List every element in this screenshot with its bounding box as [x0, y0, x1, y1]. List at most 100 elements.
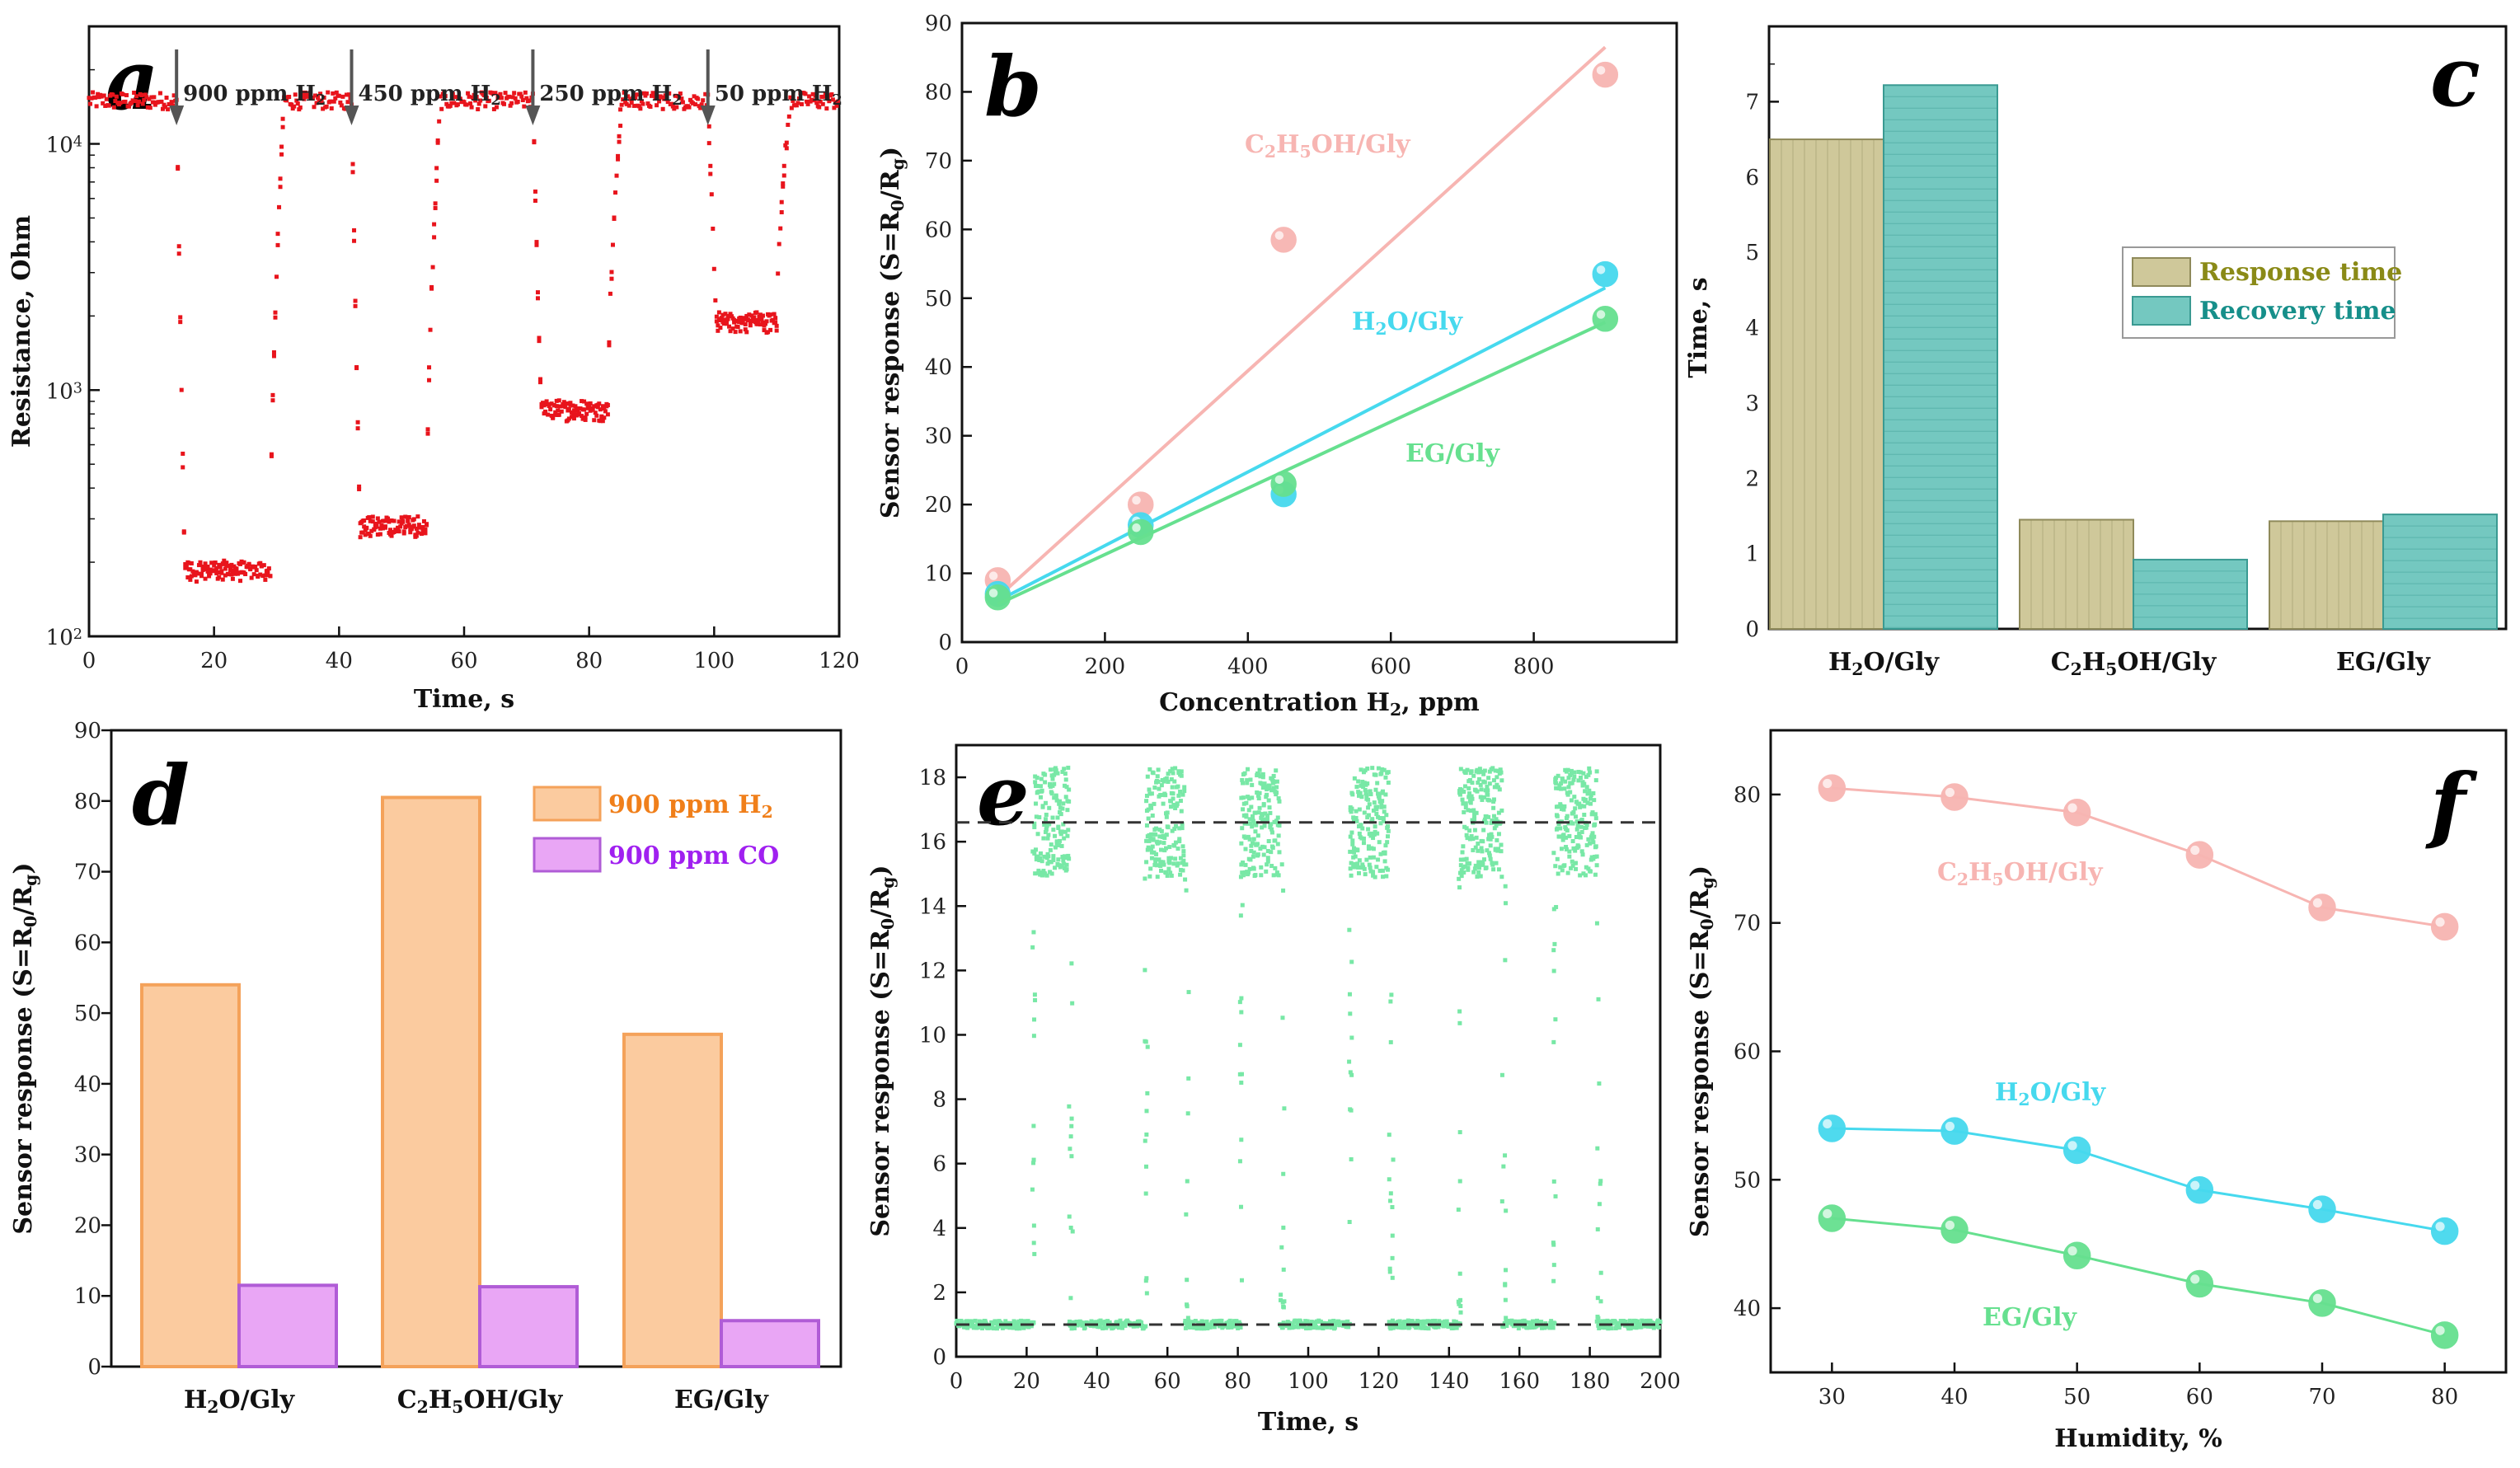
response-point — [1303, 1326, 1308, 1331]
response-point — [1048, 767, 1053, 772]
resistance-point — [203, 576, 208, 581]
data-point-highlight — [2435, 1222, 2445, 1231]
response-point — [1589, 833, 1594, 838]
response-point — [1572, 795, 1577, 800]
response-point — [1031, 930, 1036, 935]
resistance-point — [198, 560, 203, 565]
response-point — [1068, 1226, 1073, 1231]
resistance-point — [87, 96, 92, 101]
resistance-point — [748, 323, 753, 328]
resistance-point — [388, 528, 393, 532]
series-1: H2O/Gly — [984, 260, 1619, 607]
category-label-part: EG/Gly — [2336, 648, 2431, 677]
response-point — [1481, 828, 1486, 832]
response-point — [1579, 804, 1584, 809]
response-point — [1103, 1319, 1108, 1324]
resistance-point — [415, 514, 420, 519]
response-point — [1487, 853, 1492, 858]
resistance-point — [476, 107, 481, 112]
resistance-point — [271, 354, 276, 359]
response-point — [1276, 796, 1281, 801]
response-point — [1565, 814, 1570, 818]
response-point — [1481, 772, 1486, 776]
response-point — [1473, 845, 1478, 850]
y-axis-label-part: Sensor response (S=R — [876, 210, 905, 518]
response-point — [1051, 857, 1056, 862]
y-tick-label-part: 10 — [46, 134, 73, 158]
response-point — [1368, 865, 1373, 870]
response-point — [1352, 776, 1357, 781]
x-tick-label: 60 — [1154, 1369, 1181, 1394]
response-point — [1038, 851, 1043, 856]
response-point — [1549, 1319, 1554, 1324]
resistance-point — [469, 105, 474, 110]
response-point — [1331, 1318, 1336, 1323]
response-point — [1185, 1302, 1190, 1307]
resistance-point — [624, 101, 629, 106]
response-point — [1477, 860, 1482, 865]
response-point — [1147, 787, 1152, 792]
resistance-point — [721, 317, 726, 322]
resistance-point — [617, 134, 622, 138]
response-point — [1250, 795, 1255, 800]
response-point — [1057, 842, 1062, 847]
resistance-point — [571, 408, 576, 413]
resistance-point — [434, 166, 439, 171]
response-point — [1461, 844, 1466, 849]
y-axis-label: Sensor response (S=R0/Rg) — [866, 865, 898, 1236]
y-tick-label: 0 — [938, 631, 952, 655]
bar — [2133, 558, 2248, 630]
response-point — [1269, 827, 1274, 832]
resistance-point — [368, 518, 373, 523]
x-tick-label: 800 — [1513, 654, 1555, 679]
response-point — [1567, 833, 1572, 838]
resistance-point — [346, 92, 351, 97]
response-point — [1167, 845, 1172, 850]
category-label: EG/Gly — [2336, 648, 2431, 677]
response-point — [1581, 771, 1586, 776]
resistance-point — [820, 101, 825, 106]
resistance-point — [662, 96, 667, 101]
response-point — [1050, 776, 1055, 781]
response-point — [1313, 1322, 1318, 1327]
legend-swatch — [2132, 296, 2191, 326]
resistance-point — [171, 93, 176, 98]
resistance-point — [617, 139, 622, 144]
resistance-point — [491, 106, 496, 111]
resistance-point — [163, 105, 168, 110]
category-label-part: EG/Gly — [674, 1386, 769, 1414]
response-point — [1166, 772, 1171, 776]
resistance-point — [652, 92, 657, 97]
response-point — [1567, 854, 1572, 859]
response-point — [1499, 770, 1504, 775]
response-point — [1062, 767, 1067, 772]
resistance-point — [265, 568, 270, 573]
gas-injection-arrowhead — [344, 106, 359, 125]
response-point — [1262, 781, 1267, 786]
response-point — [1573, 848, 1578, 853]
response-point — [1038, 784, 1043, 789]
resistance-point — [224, 563, 229, 568]
response-point — [1593, 854, 1598, 859]
y-tick-label: 90 — [74, 719, 101, 743]
response-point — [1149, 856, 1154, 861]
series-label: H2O/Gly — [1352, 307, 1464, 339]
response-point — [1595, 1146, 1600, 1151]
data-point — [1128, 518, 1154, 546]
category-label-part: O/Gly — [219, 1386, 296, 1414]
response-point — [1609, 1326, 1614, 1331]
resistance-point — [166, 107, 171, 112]
resistance-point — [760, 320, 765, 325]
response-point — [1481, 862, 1485, 867]
response-point — [1463, 801, 1468, 806]
response-point — [1388, 1198, 1393, 1203]
response-point — [1572, 770, 1577, 775]
response-point — [1030, 849, 1035, 854]
resistance-point — [273, 310, 278, 315]
resistance-point — [190, 569, 195, 574]
series-0: C2H5OH/Gly — [1818, 774, 2459, 941]
response-point — [1043, 772, 1048, 777]
resistance-point — [524, 96, 529, 101]
response-point — [1588, 770, 1593, 775]
